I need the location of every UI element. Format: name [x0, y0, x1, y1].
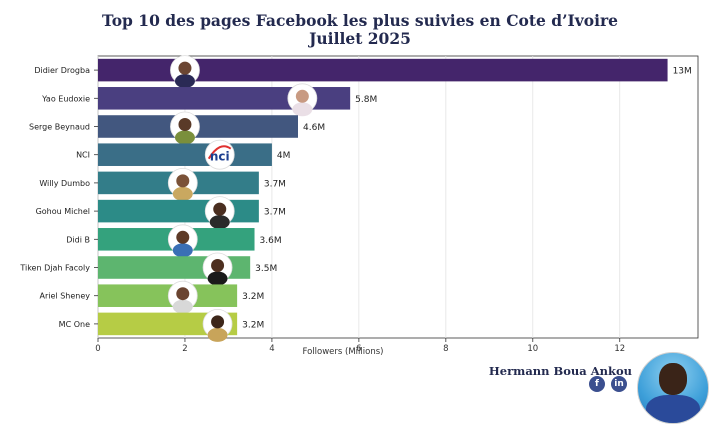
portrait-icon: [202, 308, 233, 342]
x-tick-label: 10: [527, 344, 538, 354]
category-label: Yao Eudoxie: [41, 94, 90, 103]
value-label: 4.6M: [303, 123, 325, 133]
x-tick-label: 0: [95, 344, 100, 354]
category-label: MC One: [59, 320, 90, 329]
portrait-icon: [170, 55, 200, 89]
portrait-icon: [170, 111, 200, 145]
portrait-icon: [167, 280, 198, 314]
nci-logo: nci: [204, 139, 235, 170]
author-name: Hermann Boua Ankou: [488, 364, 632, 378]
linkedin-icon[interactable]: in: [611, 376, 627, 392]
bar: [98, 284, 238, 307]
bar: [98, 58, 668, 82]
category-label: Didi B: [66, 235, 90, 244]
x-tick-label: 2: [182, 344, 187, 354]
value-label: 3.2M: [242, 320, 264, 330]
bar: [98, 312, 238, 336]
portrait-icon: [167, 224, 198, 258]
bar: [98, 199, 259, 223]
category-label: Tiken Djah Facoly: [19, 264, 90, 273]
facebook-icon[interactable]: f: [589, 376, 605, 392]
value-label: 3.7M: [264, 208, 286, 218]
category-label: Willy Dumbo: [39, 179, 90, 188]
category-label: NCI: [76, 151, 90, 160]
bar: [98, 143, 272, 166]
x-tick-label: 4: [269, 344, 274, 354]
category-label: Didier Drogba: [34, 66, 90, 75]
category-label: Serge Beynaud: [29, 123, 90, 132]
portrait-icon: [202, 252, 233, 286]
portrait-icon: [204, 196, 235, 230]
value-label: 3.7M: [264, 179, 286, 189]
x-axis-label: Followers (Millions): [303, 347, 384, 357]
bar-chart: 0 2 4 6 8 10 12 Followers (Millions) Didier Drog…: [19, 55, 699, 357]
chart-title: Top 10 des pages Facebook les plus suivi…: [0, 12, 720, 48]
chart-title-line1: Top 10 des pages Facebook les plus suivi…: [101, 11, 619, 30]
author-photo: [637, 352, 709, 424]
value-label: 3.5M: [255, 264, 277, 274]
x-tick-label: 8: [443, 344, 448, 354]
chart-title-line2: Juillet 2025: [309, 29, 411, 48]
value-label: 5.8M: [355, 95, 377, 105]
x-tick-label: 12: [614, 344, 625, 354]
value-label: 4M: [277, 151, 291, 161]
portrait-icon: [287, 83, 318, 117]
svg-text:nci: nci: [210, 150, 230, 164]
bar: [98, 87, 351, 110]
category-label: Gohou Michel: [36, 207, 90, 216]
value-label: 3.6M: [260, 236, 282, 246]
x-tick-label: 6: [356, 344, 361, 354]
category-label: Ariel Sheney: [40, 292, 91, 301]
portrait-icon: [167, 167, 198, 201]
value-label: 13M: [673, 67, 692, 77]
value-label: 3.2M: [242, 292, 264, 302]
